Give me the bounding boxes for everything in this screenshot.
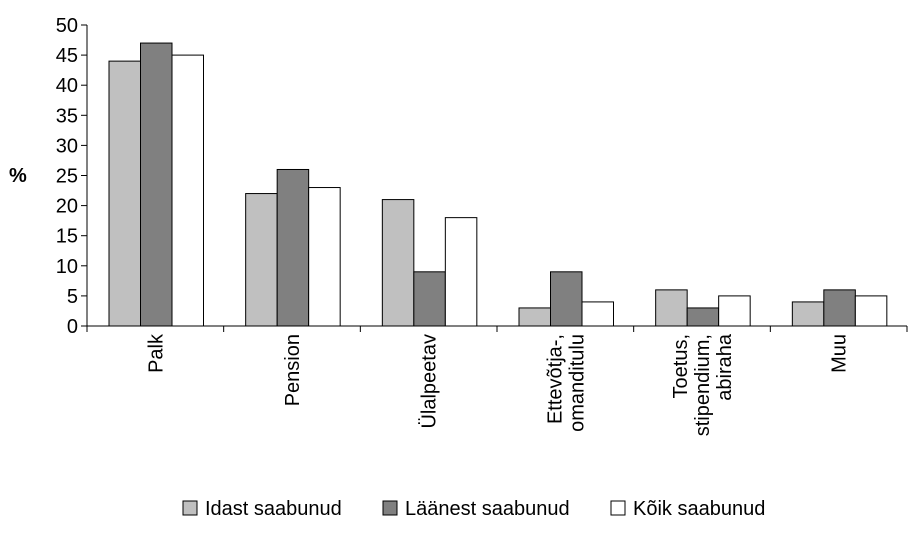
bar-1-1	[108, 60, 141, 327]
y-tick-label: 45	[56, 45, 78, 67]
category-label: Muu	[829, 334, 851, 373]
y-tick-label: 35	[56, 105, 78, 127]
bar-2-2	[276, 168, 310, 327]
bar-3-5	[718, 295, 751, 327]
category-label: Toetus,	[670, 334, 692, 398]
y-tick-label: 40	[56, 75, 78, 97]
bar-1-6	[791, 301, 825, 327]
bar-2-3	[413, 271, 446, 327]
bar-1-5	[655, 289, 688, 327]
bar-1-2	[245, 193, 278, 327]
bar-3-1	[171, 54, 204, 327]
bar-3-6	[854, 295, 888, 327]
y-tick-label: 50	[56, 15, 78, 37]
legend-label: Läänest saabunud	[405, 498, 570, 520]
y-tick-label: 10	[56, 256, 78, 278]
legend-swatch	[610, 500, 626, 516]
category-label: Ettevõtja-,	[544, 334, 566, 424]
category-label: Pension	[282, 334, 304, 406]
y-axis-label: %	[9, 165, 27, 187]
y-tick-label: 20	[56, 196, 78, 218]
category-label: Ülalpeetav	[419, 334, 441, 429]
category-label: stipendium,	[692, 334, 714, 436]
legend-label: Kõik saabunud	[633, 498, 765, 520]
y-tick-label: 5	[67, 286, 78, 308]
bar-2-6	[823, 289, 856, 327]
category-label: abiraha	[714, 333, 736, 401]
category-label: Palk	[145, 333, 167, 373]
bar-3-2	[308, 187, 341, 327]
legend-swatch	[182, 500, 198, 516]
bar-1-4	[518, 307, 551, 327]
y-tick-label: 0	[67, 316, 78, 338]
category-label: omanditulu	[566, 334, 588, 432]
y-tick-label: 25	[56, 166, 78, 188]
bar-3-3	[444, 217, 478, 327]
legend-label: Idast saabunud	[205, 498, 342, 520]
bar-3-4	[581, 301, 614, 327]
bar-1-3	[381, 199, 415, 327]
y-tick-label: 30	[56, 135, 78, 157]
bar-2-4	[550, 271, 583, 327]
legend-swatch	[382, 500, 398, 516]
bar-2-5	[686, 307, 720, 327]
bar-2-1	[140, 42, 173, 327]
y-tick-label: 15	[56, 226, 78, 248]
